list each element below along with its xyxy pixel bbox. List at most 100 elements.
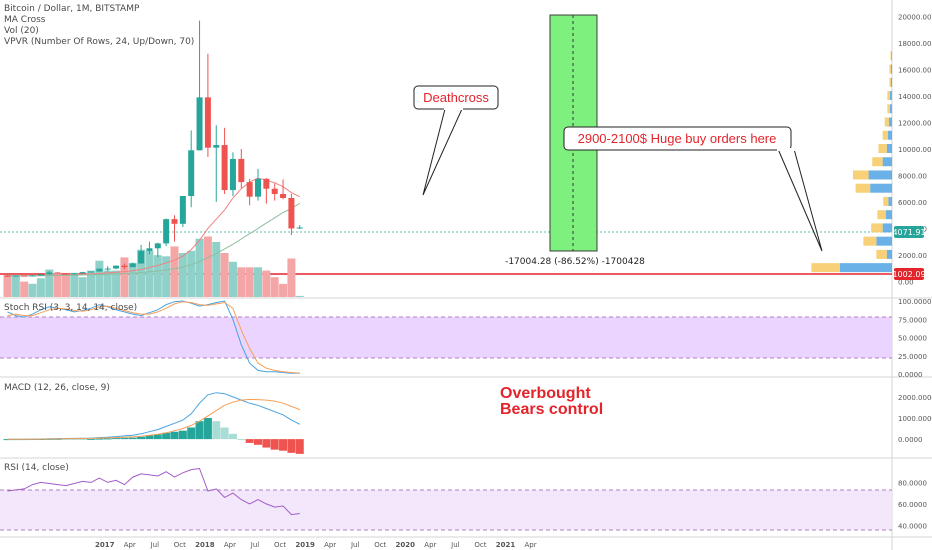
vpvr-up-bar [890, 51, 892, 61]
candle-body [179, 195, 186, 224]
stoch-overbought-band [0, 317, 892, 358]
vpvr-up-bar [876, 249, 887, 259]
vpvr-down-bar [886, 144, 892, 153]
macd-hist-bar [295, 439, 304, 454]
candle-body [163, 219, 170, 244]
vpvr-down-bar [888, 196, 892, 206]
time-tick-label: 2019 [295, 541, 315, 549]
candle-body [271, 188, 278, 195]
volume-bar [187, 250, 196, 297]
volume-bar [128, 262, 137, 297]
time-tick-label: 2021 [496, 541, 516, 549]
volume-bar [254, 267, 262, 297]
macd-hist-bar [228, 433, 237, 440]
price-tick-label: 0.00 [898, 278, 914, 286]
price-tick-label: 8000.00 [898, 172, 927, 180]
volume-bar [295, 295, 304, 297]
candle-body [12, 275, 19, 277]
macd-hist-bar [70, 438, 79, 440]
candle-body [263, 178, 270, 189]
vpvr-up-bar [889, 77, 891, 87]
volume-bar [137, 249, 146, 297]
macd-legend: MACD (12, 26, close, 9) [4, 383, 110, 393]
vpvr-up-bar [878, 144, 887, 153]
stoch-tick-label: 25.0000 [898, 353, 927, 361]
buy-orders-label: 2900-2100$ Huge buy orders here [578, 131, 777, 146]
vpvr-down-bar [882, 223, 892, 233]
macd-hist-bar [162, 432, 171, 440]
deathcross-callout: Deathcross [413, 85, 499, 196]
time-tick-label: Apr [224, 541, 236, 549]
macd-hist-bar [112, 438, 121, 440]
candle-body [62, 273, 69, 275]
time-tick-label: Apr [324, 541, 336, 549]
vpvr-up-bar [853, 170, 869, 180]
macd-hist-bar [279, 439, 288, 451]
vpvr-down-bar [870, 183, 892, 193]
time-tick-label: Apr [124, 541, 136, 549]
vpvr-down-bar [891, 51, 892, 61]
stoch-layer [7, 300, 300, 374]
vpvr-down-bar [890, 64, 892, 74]
candle-body [79, 272, 86, 274]
price-tick-label: 10000.00 [898, 146, 931, 154]
candle-body [4, 275, 11, 277]
time-tick-label: Apr [424, 541, 436, 549]
volume-bar [45, 269, 54, 297]
macd-hist-bar [95, 438, 104, 440]
volume-bar [20, 281, 29, 297]
overbought-label: Overbought [500, 385, 591, 402]
ma-cross-legend: MA Cross [4, 15, 46, 25]
svg-text:4071.91: 4071.91 [892, 228, 925, 237]
macd-hist-bar [120, 437, 129, 440]
volume-bar [120, 257, 129, 297]
stoch-tick-label: 50.0000 [898, 335, 927, 343]
volume-bar [153, 255, 162, 297]
macd-hist-bar [220, 427, 229, 440]
macd-tick-label: 2000.0000 [898, 394, 932, 402]
rsi-line [7, 467, 300, 516]
macd-hist-bar [137, 436, 146, 440]
candle-body [221, 145, 228, 191]
candle-body [46, 272, 53, 275]
rsi-tick-label: 40.0000 [898, 522, 927, 530]
vpvr-down-bar [876, 236, 892, 246]
time-tick-label: Jul [150, 541, 160, 549]
volume-bar [87, 270, 95, 297]
price-tick-label: 6000.00 [898, 199, 927, 207]
measure-label: -17004.28 (-86.52%) -1700428 [505, 257, 645, 267]
buy-orders-callout: 2900-2100$ Huge buy orders here [563, 126, 823, 252]
price-tick-label: 14000.00 [898, 93, 931, 101]
macd-hist-bar [128, 437, 137, 440]
time-tick-label: 2017 [95, 541, 115, 549]
macd-hist-bar [287, 439, 296, 453]
candle-body [196, 97, 203, 151]
volume-bar [270, 277, 279, 297]
volume-bar [162, 256, 171, 297]
volume-bar [70, 272, 79, 297]
vpvr-up-bar [811, 263, 840, 273]
vpvr-layer [811, 51, 892, 273]
volume-bar [262, 270, 271, 297]
rsi-band [0, 490, 892, 530]
volume-bar [112, 270, 121, 297]
macd-hist-bar [78, 438, 87, 440]
rsi-tick-label: 80.0000 [898, 479, 927, 487]
macd-hist-bar [145, 435, 154, 440]
volume-bar [287, 258, 296, 297]
vpvr-up-bar [877, 210, 886, 220]
time-tick-label: Jul [450, 541, 460, 549]
vpvr-down-bar [885, 210, 892, 220]
candle-body [288, 197, 295, 229]
symbol-legend: Bitcoin / Dollar, 1M, BITSTAMP [4, 4, 140, 14]
candle-body [121, 265, 128, 268]
vpvr-up-bar [884, 117, 889, 127]
macd-hist-bar [203, 418, 212, 440]
vpvr-up-bar [871, 223, 883, 233]
rsi-tick-label: 60.0000 [898, 501, 927, 509]
time-tick-label: Oct [474, 541, 486, 549]
vpvr-down-bar [886, 249, 892, 259]
vpvr-legend: VPVR (Number Of Rows, 24, Up/Down, 70) [4, 37, 194, 47]
macd-hist-bar [270, 439, 279, 450]
